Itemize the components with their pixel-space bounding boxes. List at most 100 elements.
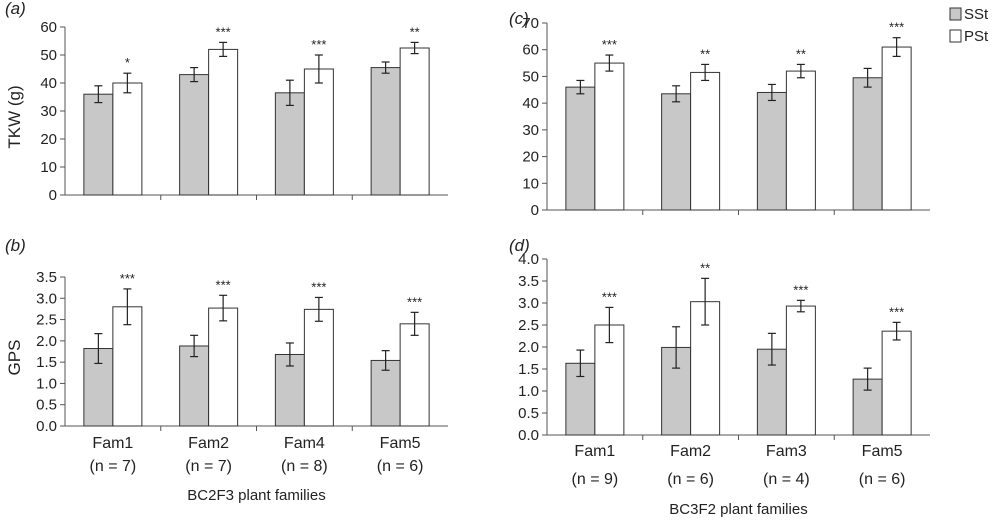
y-tick-label: 2.0 (518, 339, 539, 356)
y-tick-label: 0.5 (36, 397, 57, 414)
bar-sst (83, 93, 114, 196)
y-tick-label: 10 (40, 159, 57, 176)
y-tick-label: 4.0 (518, 251, 539, 268)
significance-label: ** (700, 260, 710, 275)
legend: SSt PSt (949, 6, 989, 45)
y-tick-label: 0.0 (518, 427, 539, 444)
category-n-label: (n = 9) (572, 471, 619, 488)
y-tick-label: 20 (40, 131, 57, 148)
significance-label: *** (602, 289, 617, 304)
category-n-label: (n = 6) (377, 458, 424, 475)
bar-pst (303, 308, 334, 427)
chart-panel: (d) 0.0 0.5 1.0 1.5 2.0 2.5 3.0 3.5 4.0 *** Fam1 (n … (509, 236, 930, 518)
y-tick-label: 50 (40, 47, 57, 64)
y-tick-label: 70 (522, 15, 539, 32)
significance-label: *** (602, 37, 617, 52)
bar-pst (208, 307, 239, 427)
significance-label: ** (410, 24, 420, 39)
category-n-label: (n = 6) (667, 471, 714, 488)
category-n-label: (n = 4) (763, 471, 810, 488)
bar-sst (370, 67, 401, 196)
significance-label: *** (216, 24, 231, 39)
y-tick-label: 40 (522, 95, 539, 112)
category-label: Fam2 (670, 443, 711, 460)
category-n-label: (n = 6) (859, 471, 906, 488)
y-tick-label: 0 (49, 187, 57, 204)
category-label: Fam3 (766, 443, 807, 460)
x-axis-title: BC2F3 plant families (187, 487, 325, 504)
bar-sst (179, 74, 210, 196)
bar-pst (399, 323, 430, 427)
category-n-label: (n = 7) (185, 458, 232, 475)
y-tick-label: 1.5 (518, 361, 539, 378)
bar-pst (112, 82, 143, 196)
bar-sst (83, 348, 114, 427)
y-tick-label: 60 (40, 19, 57, 36)
y-axis-title: TKW (g) (5, 85, 24, 148)
y-tick-label: 20 (522, 149, 539, 166)
category-label: Fam1 (574, 443, 615, 460)
y-tick-label: 60 (522, 42, 539, 59)
category-label: Fam1 (92, 435, 133, 452)
y-tick-label: 1.0 (518, 383, 539, 400)
bar-pst (594, 324, 625, 436)
legend-swatch-sst (949, 7, 962, 21)
significance-label: *** (311, 37, 326, 52)
y-tick-label: 40 (40, 75, 57, 92)
y-tick-label: 50 (522, 68, 539, 85)
significance-label: *** (889, 304, 904, 319)
category-label: Fam4 (284, 435, 325, 452)
legend-swatch-pst (949, 29, 962, 43)
bar-sst (179, 345, 210, 427)
significance-label: *** (311, 279, 326, 294)
y-tick-label: 0.0 (36, 418, 57, 435)
bar-sst (756, 91, 787, 211)
significance-label: *** (793, 282, 808, 297)
bar-sst (565, 86, 596, 211)
panel-label: (b) (5, 236, 26, 255)
bar-sst (852, 77, 883, 211)
y-tick-label: 1.0 (36, 375, 57, 392)
category-n-label: (n = 7) (90, 458, 137, 475)
significance-label: * (125, 55, 130, 70)
y-tick-label: 3.0 (36, 290, 57, 307)
y-tick-label: 2.5 (518, 317, 539, 334)
y-tick-label: 2.5 (36, 312, 57, 329)
bar-pst (785, 305, 816, 436)
significance-label: *** (120, 271, 135, 286)
panel-label: (c) (509, 9, 529, 28)
panel-label: (a) (5, 0, 26, 18)
y-tick-label: 0 (531, 202, 539, 219)
panel-label: (d) (509, 236, 530, 255)
bar-sst (274, 92, 305, 196)
y-tick-label: 30 (40, 103, 57, 120)
bar-pst (690, 71, 721, 211)
chart-panel: (b) GPS 0.0 0.5 1.0 1.5 2.0 2.5 3.0 3.5 *** Fam1 (n … (5, 236, 448, 504)
y-tick-label: 2.0 (36, 333, 57, 350)
significance-label: *** (216, 277, 231, 292)
category-label: Fam5 (380, 435, 421, 452)
bar-pst (208, 48, 239, 196)
bar-pst (594, 62, 625, 211)
y-tick-label: 1.5 (36, 354, 57, 371)
category-label: Fam5 (862, 443, 903, 460)
bar-pst (303, 68, 334, 196)
significance-label: ** (700, 46, 710, 61)
significance-label: *** (407, 294, 422, 309)
category-n-label: (n = 8) (281, 458, 328, 475)
y-tick-label: 3.5 (518, 273, 539, 290)
significance-label: ** (796, 46, 806, 61)
bar-pst (785, 70, 816, 211)
bar-pst (881, 330, 912, 436)
legend-label-pst: PSt (964, 28, 989, 45)
y-tick-label: 10 (522, 175, 539, 192)
x-axis-title: BC3F2 plant families (669, 501, 807, 518)
y-tick-label: 30 (522, 122, 539, 139)
y-tick-label: 0.5 (518, 405, 539, 422)
bar-pst (881, 46, 912, 211)
bar-pst (399, 47, 430, 196)
legend-label-sst: SSt (964, 6, 989, 23)
